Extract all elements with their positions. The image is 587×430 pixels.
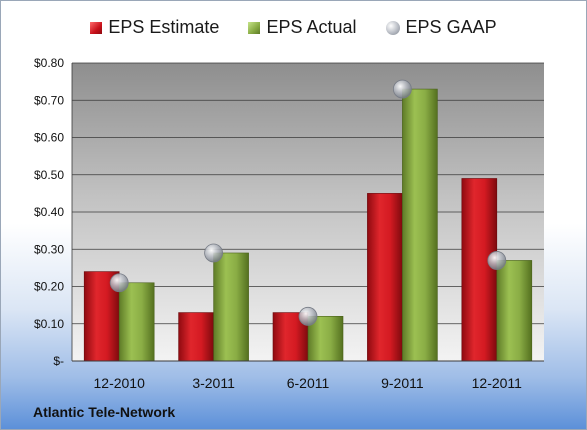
legend-label-eps-actual: EPS Actual — [266, 17, 357, 37]
y-tick-label: $0.50 — [34, 168, 64, 182]
bar-eps-actual — [402, 88, 438, 362]
legend: EPS Estimate EPS Actual EPS GAAP — [1, 17, 586, 38]
company-name: Atlantic Tele-Network — [33, 404, 176, 420]
point-eps-gaap — [109, 273, 129, 293]
point-eps-gaap — [298, 306, 318, 326]
bar-eps-actual — [307, 315, 344, 362]
y-tick-label: $0.60 — [34, 131, 64, 145]
legend-swatch-eps-gaap — [385, 21, 400, 35]
bar-eps-actual — [118, 282, 155, 362]
bar-eps-actual — [213, 252, 249, 362]
bar-eps-actual — [496, 260, 533, 362]
legend-item-eps-gaap: EPS GAAP — [385, 17, 497, 38]
point-eps-gaap — [392, 79, 412, 99]
point-eps-gaap — [487, 251, 507, 270]
point-eps-gaap — [204, 243, 224, 263]
x-tick-label: 9-2011 — [381, 375, 424, 391]
legend-label-eps-gaap: EPS GAAP — [405, 17, 497, 37]
y-tick-label: $0.80 — [34, 56, 64, 70]
plot-area: $- $0.10 $0.20 $0.30 $0.40 $0.50 $0.60 $0.70 $0.… — [34, 56, 544, 391]
y-tick-label: $0.40 — [34, 205, 64, 219]
x-tick-label: 12-2011 — [472, 375, 523, 391]
x-tick-label: 12-2010 — [94, 375, 146, 391]
y-tick-label: $- — [53, 354, 64, 368]
legend-item-eps-actual: EPS Actual — [248, 17, 357, 38]
bar-eps-estimate — [461, 178, 498, 362]
legend-label-eps-estimate: EPS Estimate — [108, 17, 220, 37]
y-tick-label: $0.70 — [34, 93, 64, 107]
y-tick-label: $0.30 — [34, 242, 64, 256]
x-tick-label: 3-2011 — [192, 375, 235, 391]
legend-item-eps-estimate: EPS Estimate — [90, 17, 219, 38]
legend-swatch-eps-estimate — [90, 22, 103, 34]
bar-eps-estimate — [178, 312, 214, 362]
x-tick-label: 6-2011 — [287, 375, 330, 391]
bar-eps-estimate — [367, 193, 403, 362]
legend-swatch-eps-actual — [248, 22, 261, 34]
y-tick-label: $0.20 — [34, 280, 64, 294]
y-tick-label: $0.10 — [34, 317, 64, 331]
